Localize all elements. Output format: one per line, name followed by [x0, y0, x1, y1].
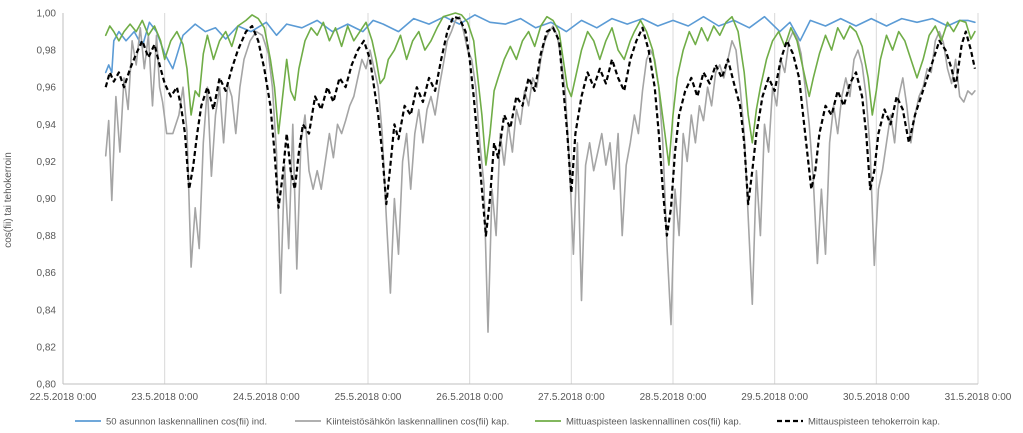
- series-line-1: [104, 14, 976, 74]
- series-line-2: [104, 15, 976, 333]
- y-tick-label: 0,96: [37, 83, 57, 94]
- y-tick-label: 0,88: [37, 231, 57, 242]
- y-axis-title: cos(fii) tai tehokerroin: [3, 152, 14, 248]
- series-line-4: [104, 15, 976, 237]
- x-tick-label: 23.5.2018 0:00: [131, 392, 198, 403]
- y-tick-label: 0,92: [37, 157, 57, 168]
- x-tick-label: 25.5.2018 0:00: [335, 392, 402, 403]
- axes: [62, 13, 978, 385]
- y-tick-label: 1,00: [37, 9, 57, 20]
- legend-label: Mittauspisteen tehokerroin kap.: [808, 417, 940, 428]
- x-tick-label: 28.5.2018 0:00: [640, 392, 707, 403]
- y-tick-label: 0,80: [37, 380, 57, 391]
- series-lines: [104, 12, 976, 333]
- y-tick-label: 0,94: [37, 120, 57, 131]
- legend-label: Kiinteistösähkön laskennallinen cos(fii)…: [326, 417, 509, 428]
- y-tick-labels: 0,80 0,82 0,84 0,86 0,88 0,90 0,92 0,94 0,96 0,98…: [37, 9, 57, 391]
- series-line-3: [104, 12, 976, 166]
- y-tick-label: 0,98: [37, 46, 57, 57]
- x-tick-label: 24.5.2018 0:00: [233, 392, 300, 403]
- y-tick-label: 0,84: [37, 305, 57, 316]
- x-tick-labels: 22.5.2018 0:00 23.5.2018 0:00 24.5.2018 0:…: [30, 392, 1012, 403]
- x-tick-label: 30.5.2018 0:00: [843, 392, 910, 403]
- y-tick-label: 0,82: [37, 342, 57, 353]
- y-tick-label: 0,90: [37, 194, 57, 205]
- legend: 50 asunnon laskennallinen cos(fii) ind. K…: [75, 417, 940, 428]
- x-tick-label: 31.5.2018 0:00: [945, 392, 1012, 403]
- x-tick-label: 26.5.2018 0:00: [436, 392, 503, 403]
- x-tick-label: 22.5.2018 0:00: [30, 392, 97, 403]
- y-tick-label: 0,86: [37, 268, 57, 279]
- x-tick-label: 27.5.2018 0:00: [538, 392, 605, 403]
- legend-label: 50 asunnon laskennallinen cos(fii) ind.: [106, 417, 267, 428]
- legend-label: Mittuaspisteen laskennallinen cos(fii) k…: [566, 417, 741, 428]
- x-tick-label: 29.5.2018 0:00: [741, 392, 808, 403]
